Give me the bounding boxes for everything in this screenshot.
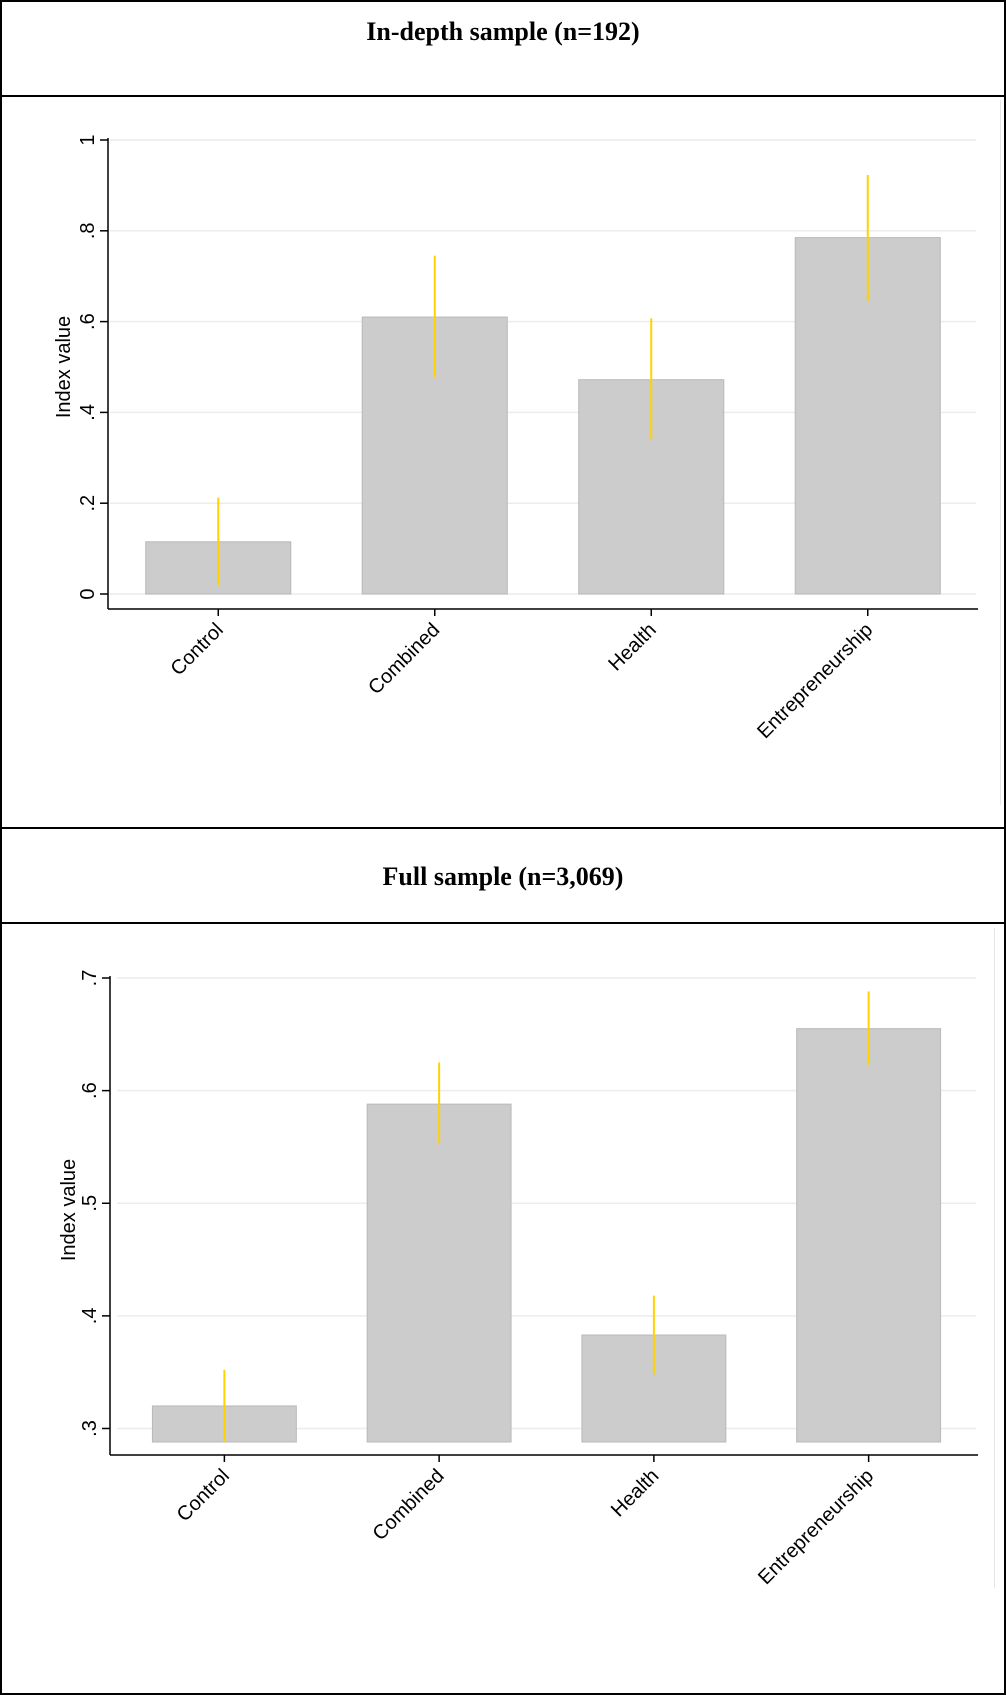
chart-1-xtick-label: Control bbox=[167, 619, 228, 680]
chart-full-sample: Control Combined Health Entrepreneurship .3.… bbox=[58, 970, 978, 1589]
plot-2-edge bbox=[994, 928, 995, 1588]
panel-2-heading: Full sample (n=3,069) bbox=[382, 862, 624, 891]
table-border-left bbox=[0, 0, 2, 1695]
chart-2-bar-combined bbox=[366, 1103, 512, 1443]
chart-2-xtick-label: Combined bbox=[369, 1465, 449, 1545]
chart-1-ytick-label: .2 bbox=[77, 495, 99, 512]
plot-1-edge bbox=[1000, 100, 1001, 805]
chart-1-ytick-label: 1 bbox=[77, 134, 99, 145]
chart-1-ytick-label: .6 bbox=[77, 313, 99, 330]
chart-2-bar-entrepreneurship bbox=[796, 1028, 942, 1443]
chart-2-y-axis-title: Index value bbox=[58, 1159, 80, 1261]
chart-2-xtick-label: Health bbox=[607, 1465, 663, 1521]
chart-1-bar-health bbox=[578, 379, 725, 595]
chart-2-xtick-label: Entrepreneurship bbox=[754, 1465, 878, 1589]
table-border-top bbox=[0, 0, 1006, 2]
chart-2-xtick-label: Control bbox=[173, 1465, 234, 1526]
chart-1-y-axis-title: Index value bbox=[53, 316, 75, 418]
row-divider-2 bbox=[0, 827, 1006, 829]
table-border-right bbox=[1004, 0, 1006, 1695]
chart-1-ytick-label: 0 bbox=[77, 588, 99, 599]
chart-2-ytick-label: .4 bbox=[79, 1308, 101, 1325]
chart-2-ytick-label: .6 bbox=[79, 1082, 101, 1099]
chart-1-xtick-label: Combined bbox=[364, 619, 444, 699]
chart-1-ytick-label: .4 bbox=[77, 404, 99, 421]
table-border-bottom bbox=[0, 1693, 1006, 1695]
chart-2-ytick-label: .7 bbox=[79, 970, 101, 987]
chart-1-ytick-label: .8 bbox=[77, 222, 99, 239]
chart-2-ytick-label: .5 bbox=[79, 1195, 101, 1212]
chart-2-ytick-label: .3 bbox=[79, 1420, 101, 1437]
chart-1-xtick-label: Health bbox=[604, 619, 660, 675]
chart-in-depth-sample: Control Combined Health Entrepreneurship 0 .2… bbox=[53, 134, 978, 743]
panel-1-heading: In-depth sample (n=192) bbox=[366, 17, 640, 46]
row-divider-3 bbox=[0, 922, 1006, 924]
row-divider-1 bbox=[0, 95, 1006, 97]
chart-1-xtick-label: Entrepreneurship bbox=[753, 619, 877, 743]
